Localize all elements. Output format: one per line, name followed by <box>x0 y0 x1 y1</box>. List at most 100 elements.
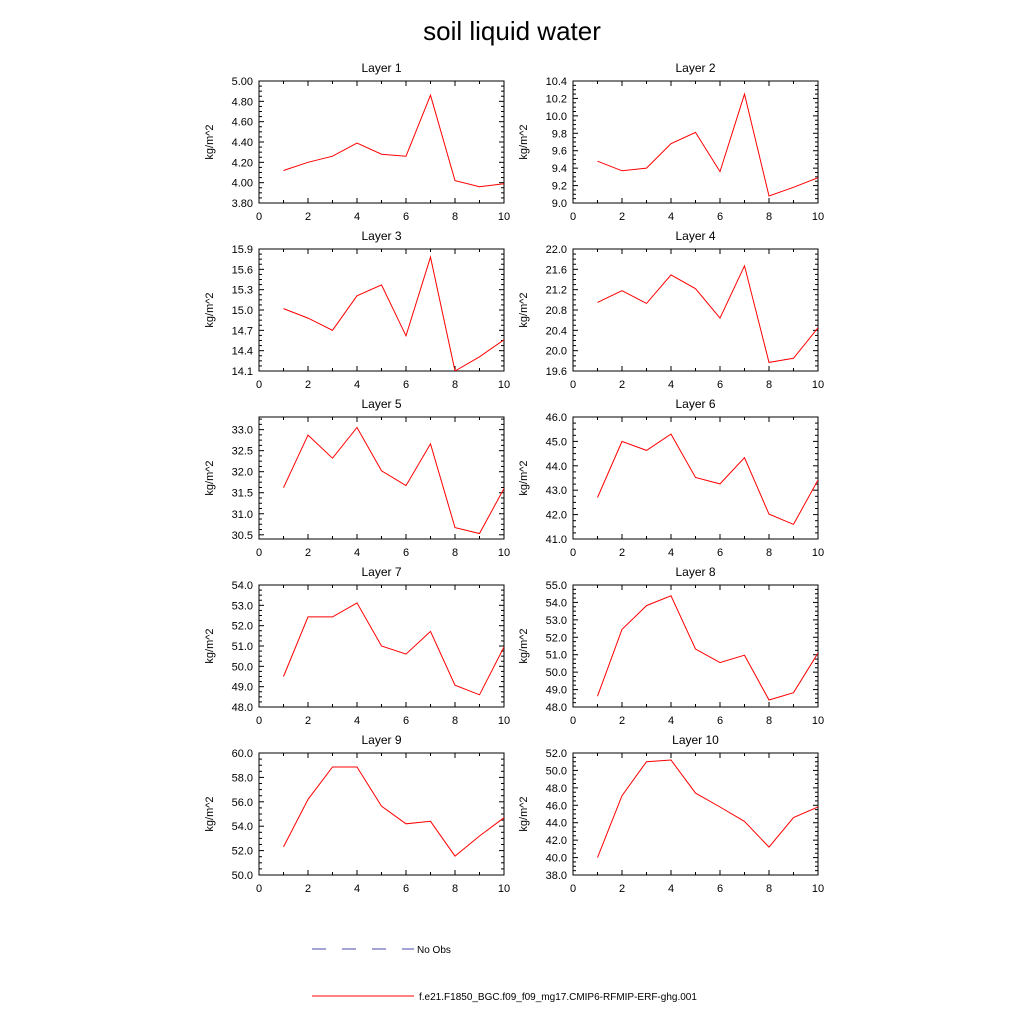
chart-panel-3: Layer 3 0 2 4 6 8 10 14.1 14.4 14.7 15.0 15.3 15.6 15… <box>204 229 510 391</box>
panel-title: Layer 6 <box>675 397 715 411</box>
series-line <box>283 766 504 857</box>
y-axis-label: kg/m^2 <box>518 796 530 831</box>
x-tick-label: 4 <box>668 715 674 727</box>
y-tick-label: 9.8 <box>552 128 567 140</box>
x-tick-label: 10 <box>812 883 824 895</box>
y-tick-label: 45.0 <box>546 436 567 448</box>
legend: No Obs f.e21.F1850_BGC.f09_f09_mg17.CMIP… <box>312 945 697 1003</box>
x-tick-label: 8 <box>766 883 772 895</box>
y-tick-label: 52.0 <box>546 748 567 760</box>
plot-frame <box>572 584 819 708</box>
y-tick-label: 32.5 <box>232 446 253 458</box>
y-tick-label: 44.0 <box>546 818 567 830</box>
y-tick-label: 32.0 <box>232 467 253 479</box>
x-tick-label: 0 <box>570 883 576 895</box>
y-tick-label: 52.0 <box>232 846 253 858</box>
y-tick-label: 41.0 <box>546 534 567 546</box>
y-tick-label: 43.0 <box>546 485 567 497</box>
x-tick-label: 6 <box>717 211 723 223</box>
chart-panel-2: Layer 2 0 2 4 6 8 10 9.0 9.2 9.4 9.6 9.8 10.0 10.2 10.… <box>518 61 824 223</box>
x-tick-label: 10 <box>498 379 510 391</box>
y-tick-label: 51.0 <box>232 641 253 653</box>
x-tick-label: 6 <box>403 379 409 391</box>
x-tick-label: 10 <box>812 547 824 559</box>
x-tick-label: 10 <box>498 547 510 559</box>
x-tick-label: 6 <box>717 547 723 559</box>
x-tick-label: 8 <box>452 211 458 223</box>
chart-panel-8: Layer 8 0 2 4 6 8 10 48.0 49.0 50.0 51.0 52.0 53.0 54… <box>518 565 824 727</box>
x-tick-label: 0 <box>570 715 576 727</box>
y-tick-label: 14.7 <box>232 325 253 337</box>
x-tick-label: 2 <box>619 211 625 223</box>
y-tick-label: 5.00 <box>232 76 253 88</box>
x-tick-label: 10 <box>498 715 510 727</box>
y-tick-label: 38.0 <box>546 870 567 882</box>
y-tick-label: 10.4 <box>546 76 567 88</box>
panel-grid: Layer 10 2 4 6 8 103.804.004.204.404.604.805.… <box>204 61 824 895</box>
plot-frame <box>572 248 819 372</box>
plot-frame <box>572 80 819 204</box>
x-tick-label: 0 <box>256 211 262 223</box>
x-tick-label: 0 <box>570 379 576 391</box>
x-tick-label: 2 <box>305 883 311 895</box>
x-tick-label: 6 <box>403 715 409 727</box>
series-line <box>283 602 504 696</box>
chart-panel-4: Layer 4 0 2 4 6 8 10 19.6 20.0 20.4 20.8 21.2 21.6 22… <box>518 229 824 391</box>
y-tick-label: 9.6 <box>552 146 567 158</box>
y-tick-label: 54.0 <box>232 580 253 592</box>
x-tick-label: 0 <box>256 715 262 727</box>
x-tick-label: 8 <box>452 547 458 559</box>
y-tick-label: 10.0 <box>546 111 567 123</box>
x-tick-label: 10 <box>812 715 824 727</box>
y-axis-label: kg/m^2 <box>204 292 216 327</box>
chart-panel-6: Layer 6 0 2 4 6 8 10 41.0 42.0 43.0 44.0 45.0 46.0 kg… <box>518 397 824 559</box>
y-axis-label: kg/m^2 <box>518 460 530 495</box>
panel-title: Layer 4 <box>675 229 715 243</box>
x-tick-label: 2 <box>305 715 311 727</box>
x-tick-label: 0 <box>256 547 262 559</box>
x-tick-label: 6 <box>403 211 409 223</box>
series-line <box>597 264 818 363</box>
x-tick-label: 2 <box>305 547 311 559</box>
y-tick-label: 54.0 <box>232 821 253 833</box>
y-tick-label: 20.8 <box>546 305 567 317</box>
y-tick-label: 4.40 <box>232 137 253 149</box>
y-tick-label: 50.0 <box>232 870 253 882</box>
x-tick-label: 4 <box>354 715 360 727</box>
y-tick-label: 15.9 <box>232 244 253 256</box>
y-tick-label: 21.2 <box>546 285 567 297</box>
y-axis-label: kg/m^2 <box>204 460 216 495</box>
y-tick-label: 20.4 <box>546 325 567 337</box>
x-tick-label: 2 <box>305 379 311 391</box>
panel-title: Layer 1 <box>361 61 401 75</box>
chart-panel-10: Layer 10 0 2 4 6 8 10 38.0 40.0 42.0 44.0 46.0 48.0 5… <box>518 733 824 895</box>
panel-title: Layer 3 <box>361 229 401 243</box>
x-tick-label: 0 <box>256 379 262 391</box>
x-tick-label: 8 <box>766 211 772 223</box>
x-tick-label: 4 <box>354 547 360 559</box>
x-tick-label: 6 <box>403 883 409 895</box>
x-tick-label: 2 <box>619 883 625 895</box>
y-tick-label: 51.0 <box>546 650 567 662</box>
y-tick-label: 49.0 <box>232 682 253 694</box>
x-tick-label: 6 <box>717 883 723 895</box>
x-tick-label: 4 <box>354 379 360 391</box>
x-tick-label: 8 <box>452 715 458 727</box>
chart-panel-7: Layer 7 0 2 4 6 8 10 48.0 49.0 50.0 51.0 52.0 53.0 54… <box>204 565 510 727</box>
x-tick-label: 2 <box>305 211 311 223</box>
panel-title: Layer 5 <box>361 397 401 411</box>
chart-panel-5: Layer 5 0 2 4 6 8 10 30.5 31.0 31.5 32.0 32.5 33.0 kg… <box>204 397 510 559</box>
x-tick-label: 8 <box>766 379 772 391</box>
y-tick-label: 46.0 <box>546 800 567 812</box>
x-tick-label: 10 <box>498 883 510 895</box>
y-axis-label: kg/m^2 <box>204 628 216 663</box>
y-tick-label: 40.0 <box>546 853 567 865</box>
legend-model-label: f.e21.F1850_BGC.f09_f09_mg17.CMIP6-RFMIP… <box>419 992 697 1003</box>
y-tick-label: 53.0 <box>232 600 253 612</box>
y-tick-label: 42.0 <box>546 835 567 847</box>
x-tick-label: 2 <box>619 547 625 559</box>
y-tick-label: 4.80 <box>232 96 253 108</box>
y-tick-label: 58.0 <box>232 772 253 784</box>
y-tick-label: 4.00 <box>232 178 253 190</box>
